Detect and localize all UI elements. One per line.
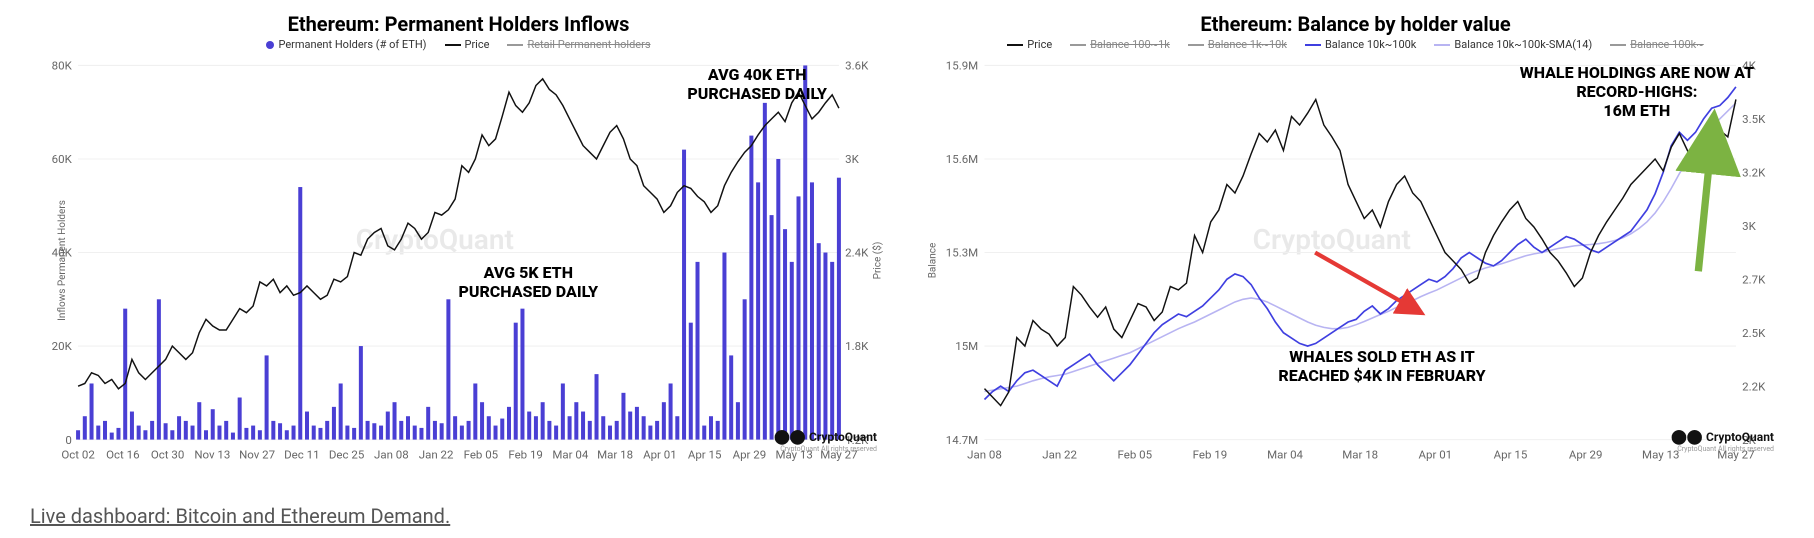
svg-text:Jan 08: Jan 08 bbox=[967, 447, 1002, 461]
legend-label: Price bbox=[465, 38, 490, 51]
blob-icon: ⬤⬤ bbox=[774, 429, 809, 445]
legend-item: Permanent Holders (# of ETH) bbox=[266, 38, 426, 51]
legend-line-icon bbox=[1188, 44, 1204, 46]
svg-text:3K: 3K bbox=[1742, 219, 1756, 233]
y-axis-left-label: Balance bbox=[927, 243, 938, 279]
legend-label: Balance 10k~100k-SMA(14) bbox=[1454, 38, 1592, 51]
legend-label: Balance 100k~ bbox=[1630, 38, 1704, 51]
page: Ethereum: Permanent Holders Inflows Perm… bbox=[0, 0, 1814, 538]
svg-text:Feb 19: Feb 19 bbox=[1193, 447, 1228, 461]
brand-footer-sub: CryptoQuant All rights reserved bbox=[1671, 445, 1774, 453]
svg-text:14.7M: 14.7M bbox=[946, 433, 978, 447]
legend-line-icon bbox=[1007, 44, 1023, 46]
svg-text:1.8K: 1.8K bbox=[845, 339, 869, 353]
svg-text:3.6K: 3.6K bbox=[845, 59, 869, 73]
legend-label: Balance 10k~100k bbox=[1325, 38, 1416, 51]
legend-line-icon bbox=[1070, 44, 1086, 46]
svg-text:4K: 4K bbox=[1742, 59, 1756, 73]
legend-line-icon bbox=[507, 44, 523, 46]
chart-left: Ethereum: Permanent Holders Inflows Perm… bbox=[30, 8, 887, 455]
legend-line-icon bbox=[1434, 44, 1450, 46]
legend-item: Balance 1k~10k bbox=[1188, 38, 1287, 51]
svg-text:0: 0 bbox=[65, 433, 71, 447]
svg-text:Apr 29: Apr 29 bbox=[1569, 447, 1603, 461]
brand-footer-text: CryptoQuant bbox=[809, 430, 877, 444]
chart-left-legend: Permanent Holders (# of ETH) Price Retai… bbox=[30, 38, 887, 51]
chart-left-title: Ethereum: Permanent Holders Inflows bbox=[30, 12, 887, 36]
svg-text:3.2K: 3.2K bbox=[1742, 166, 1766, 180]
brand-footer-text: CryptoQuant bbox=[1706, 430, 1774, 444]
svg-text:Oct 30: Oct 30 bbox=[151, 447, 184, 461]
svg-text:2.4K: 2.4K bbox=[845, 246, 869, 260]
svg-text:2.5K: 2.5K bbox=[1742, 326, 1766, 340]
legend-label: Price bbox=[1027, 38, 1052, 51]
svg-text:Feb 05: Feb 05 bbox=[1118, 447, 1153, 461]
svg-text:Dec 11: Dec 11 bbox=[284, 447, 319, 461]
svg-text:Mar 18: Mar 18 bbox=[597, 447, 633, 461]
svg-text:Mar 04: Mar 04 bbox=[1267, 447, 1303, 461]
legend-item: Balance 10k~100k-SMA(14) bbox=[1434, 38, 1592, 51]
svg-text:15.9M: 15.9M bbox=[946, 59, 978, 73]
svg-text:3.5K: 3.5K bbox=[1742, 112, 1766, 126]
brand-footer: ⬤⬤ CryptoQuant CryptoQuant All rights re… bbox=[1671, 429, 1774, 453]
legend-label: Retail Permanent holders bbox=[527, 38, 650, 51]
chart-left-plot: CryptoQuant 020K40K60K80K1.2K1.8K2.4K3K3… bbox=[30, 55, 887, 455]
legend-label: Permanent Holders (# of ETH) bbox=[278, 38, 426, 51]
svg-text:Oct 16: Oct 16 bbox=[106, 447, 139, 461]
brand-footer: ⬤⬤ CryptoQuant CryptoQuant All rights re… bbox=[774, 429, 877, 453]
svg-text:2.2K: 2.2K bbox=[1742, 379, 1766, 393]
legend-item: Price bbox=[445, 38, 490, 51]
svg-text:Apr 29: Apr 29 bbox=[733, 447, 767, 461]
svg-text:Apr 15: Apr 15 bbox=[688, 447, 722, 461]
svg-text:Nov 27: Nov 27 bbox=[239, 447, 275, 461]
svg-text:15.6M: 15.6M bbox=[946, 152, 978, 166]
legend-item: Balance 100k~ bbox=[1610, 38, 1704, 51]
svg-text:2.7K: 2.7K bbox=[1742, 272, 1766, 286]
legend-line-icon bbox=[445, 44, 461, 46]
y-axis-left-label: Inflows Permanent Holders bbox=[57, 200, 68, 321]
blob-icon: ⬤⬤ bbox=[1671, 429, 1706, 445]
svg-text:Nov 13: Nov 13 bbox=[194, 447, 230, 461]
chart-right-svg: 14.7M15M15.3M15.6M15.9M2K2.2K2.5K2.7K3K3… bbox=[927, 55, 1784, 473]
svg-text:Feb 05: Feb 05 bbox=[464, 447, 499, 461]
legend-item: Retail Permanent holders bbox=[507, 38, 650, 51]
legend-dot-icon bbox=[266, 41, 274, 49]
charts-row: Ethereum: Permanent Holders Inflows Perm… bbox=[0, 0, 1814, 455]
svg-text:60K: 60K bbox=[52, 152, 73, 166]
svg-text:15M: 15M bbox=[955, 339, 978, 353]
legend-line-icon bbox=[1610, 44, 1626, 46]
chart-left-svg: 020K40K60K80K1.2K1.8K2.4K3K3.6KOct 02Oct… bbox=[30, 55, 887, 473]
svg-text:3K: 3K bbox=[845, 152, 859, 166]
legend-label: Balance 100~1k bbox=[1090, 38, 1170, 51]
legend-item: Balance 100~1k bbox=[1070, 38, 1170, 51]
svg-text:20K: 20K bbox=[52, 339, 73, 353]
legend-item: Balance 10k~100k bbox=[1305, 38, 1416, 51]
svg-text:Mar 04: Mar 04 bbox=[552, 447, 588, 461]
svg-text:Oct 02: Oct 02 bbox=[61, 447, 95, 461]
svg-text:Apr 15: Apr 15 bbox=[1494, 447, 1528, 461]
svg-text:Jan 22: Jan 22 bbox=[419, 447, 454, 461]
legend-item: Price bbox=[1007, 38, 1052, 51]
chart-right-title: Ethereum: Balance by holder value bbox=[927, 12, 1784, 36]
svg-text:Dec 25: Dec 25 bbox=[329, 447, 364, 461]
svg-text:Apr 01: Apr 01 bbox=[643, 447, 677, 461]
legend-label: Balance 1k~10k bbox=[1208, 38, 1287, 51]
y-axis-right-label: Price ($) bbox=[873, 242, 884, 280]
svg-text:Feb 19: Feb 19 bbox=[508, 447, 543, 461]
legend-line-icon bbox=[1305, 44, 1321, 46]
brand-footer-sub: CryptoQuant All rights reserved bbox=[774, 445, 877, 453]
svg-text:Jan 08: Jan 08 bbox=[374, 447, 409, 461]
chart-right-legend: Price Balance 100~1k Balance 1k~10k Bala… bbox=[927, 38, 1784, 51]
svg-text:Mar 18: Mar 18 bbox=[1342, 447, 1378, 461]
chart-right: Ethereum: Balance by holder value Price … bbox=[927, 8, 1784, 455]
svg-text:Jan 22: Jan 22 bbox=[1042, 447, 1077, 461]
dashboard-link[interactable]: Live dashboard: Bitcoin and Ethereum Dem… bbox=[30, 504, 450, 528]
svg-text:80K: 80K bbox=[52, 59, 73, 73]
chart-right-plot: CryptoQuant 14.7M15M15.3M15.6M15.9M2K2.2… bbox=[927, 55, 1784, 455]
svg-text:15.3M: 15.3M bbox=[946, 246, 978, 260]
svg-text:Apr 01: Apr 01 bbox=[1419, 447, 1453, 461]
